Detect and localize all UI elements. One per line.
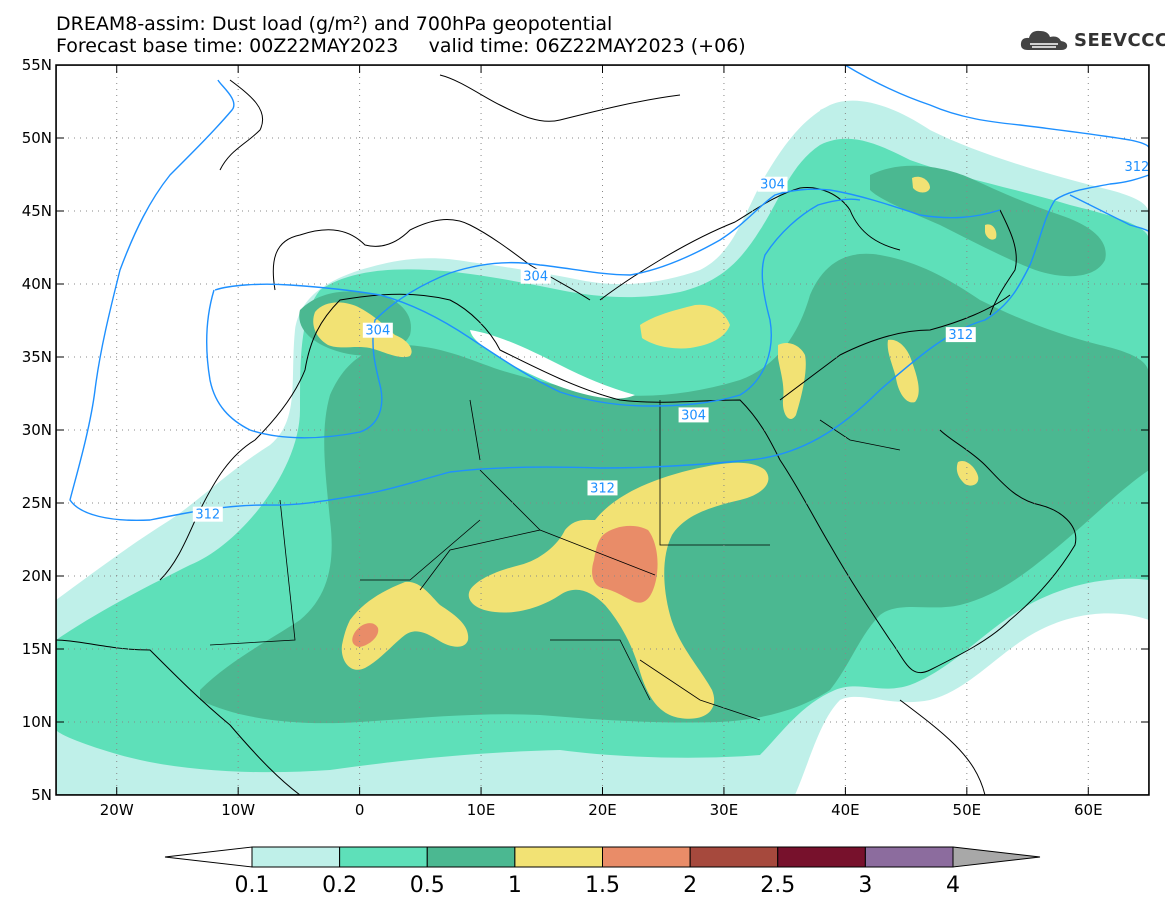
contour-label: 312 xyxy=(587,480,618,496)
svg-text:304: 304 xyxy=(365,324,390,339)
colorbar-max-triangle xyxy=(952,846,1041,868)
colorbar-label: 0.1 xyxy=(235,873,270,898)
lat-tick-label: 15N xyxy=(22,640,52,658)
lat-lon-grid xyxy=(56,65,1149,795)
svg-text:304: 304 xyxy=(523,270,548,285)
colorbar-label: 2.5 xyxy=(760,873,795,898)
colorbar-label: 2 xyxy=(683,873,697,898)
colorbar-min-triangle xyxy=(164,846,253,868)
svg-text:312: 312 xyxy=(590,481,615,496)
colorbar-label: 1.5 xyxy=(585,873,620,898)
lon-tick-label: 10E xyxy=(467,801,496,819)
lat-tick-label: 45N xyxy=(22,202,52,220)
cloud-icon xyxy=(1020,30,1068,50)
colorbar-segment xyxy=(426,846,516,868)
lat-tick-label: 30N xyxy=(22,421,52,439)
map-plot-area: 304304304304304312312312312 xyxy=(56,65,1149,795)
contour-label: 312 xyxy=(192,506,223,523)
coastlines xyxy=(56,74,1077,795)
geopotential-contours xyxy=(69,65,1149,522)
svg-text:312: 312 xyxy=(195,508,220,523)
colorbar-label: 1 xyxy=(508,873,522,898)
contour-label: 304 xyxy=(520,268,551,285)
svg-text:312: 312 xyxy=(948,328,973,343)
contour-label: 312 xyxy=(945,327,976,343)
country-borders xyxy=(209,399,901,721)
axis-ticks: 20W 10W 0 10E 20E 30E 40E 50E 60E 5N 10N 15N 20N 25N 3… xyxy=(22,56,1149,819)
colorbar-label: 3 xyxy=(858,873,872,898)
lat-tick-label: 55N xyxy=(22,56,52,74)
colorbar-segment xyxy=(602,846,691,868)
colorbar: 0.1 0.2 0.5 1 1.5 2 2.5 3 4 xyxy=(164,846,1041,898)
lon-tick-label: 60E xyxy=(1074,801,1103,819)
seevccc-logo: SEEVCCC xyxy=(1018,26,1165,54)
lat-tick-label: 35N xyxy=(22,348,52,366)
lon-tick-label: 30E xyxy=(710,801,739,819)
colorbar-segment xyxy=(864,846,954,868)
dust-level-orange xyxy=(352,525,658,647)
lon-tick-label: 20E xyxy=(588,801,617,819)
forecast-time-subtitle: Forecast base time: 00Z22MAY2023 valid t… xyxy=(56,35,746,57)
svg-text:312: 312 xyxy=(1124,160,1149,175)
colorbar-segment xyxy=(777,846,866,868)
lon-tick-label: 50E xyxy=(953,801,982,819)
colorbar-segment xyxy=(514,846,603,868)
colorbar-segment xyxy=(689,846,779,868)
colorbar-label: 0.5 xyxy=(410,873,445,898)
contour-label: 312 xyxy=(1121,159,1149,175)
svg-text:304: 304 xyxy=(760,178,785,193)
svg-text:304: 304 xyxy=(681,408,706,423)
colorbar-segment xyxy=(251,846,341,868)
lat-tick-label: 25N xyxy=(22,494,52,512)
lon-tick-label: 0 xyxy=(355,801,365,819)
clear-sky-region xyxy=(470,330,635,399)
logo-text: SEEVCCC xyxy=(1074,29,1165,51)
colorbar-label: 4 xyxy=(946,873,960,898)
contour-label: 304 xyxy=(757,176,788,193)
colorbar-label: 0.2 xyxy=(322,873,357,898)
lat-tick-label: 10N xyxy=(22,713,52,731)
lon-tick-label: 40E xyxy=(831,801,860,819)
lat-tick-label: 20N xyxy=(22,567,52,585)
map-title: DREAM8-assim: Dust load (g/m²) and 700hP… xyxy=(56,13,613,35)
contour-labels: 304304304304304312312312312 xyxy=(192,159,1149,523)
lat-tick-label: 40N xyxy=(22,275,52,293)
lat-tick-label: 50N xyxy=(22,129,52,147)
lon-tick-label: 10W xyxy=(221,801,255,819)
contour-label: 304 xyxy=(362,322,393,339)
contour-label: 304 xyxy=(678,407,709,423)
colorbar-segment xyxy=(339,846,428,868)
lat-tick-label: 5N xyxy=(31,786,52,804)
lon-tick-label: 20W xyxy=(100,801,134,819)
